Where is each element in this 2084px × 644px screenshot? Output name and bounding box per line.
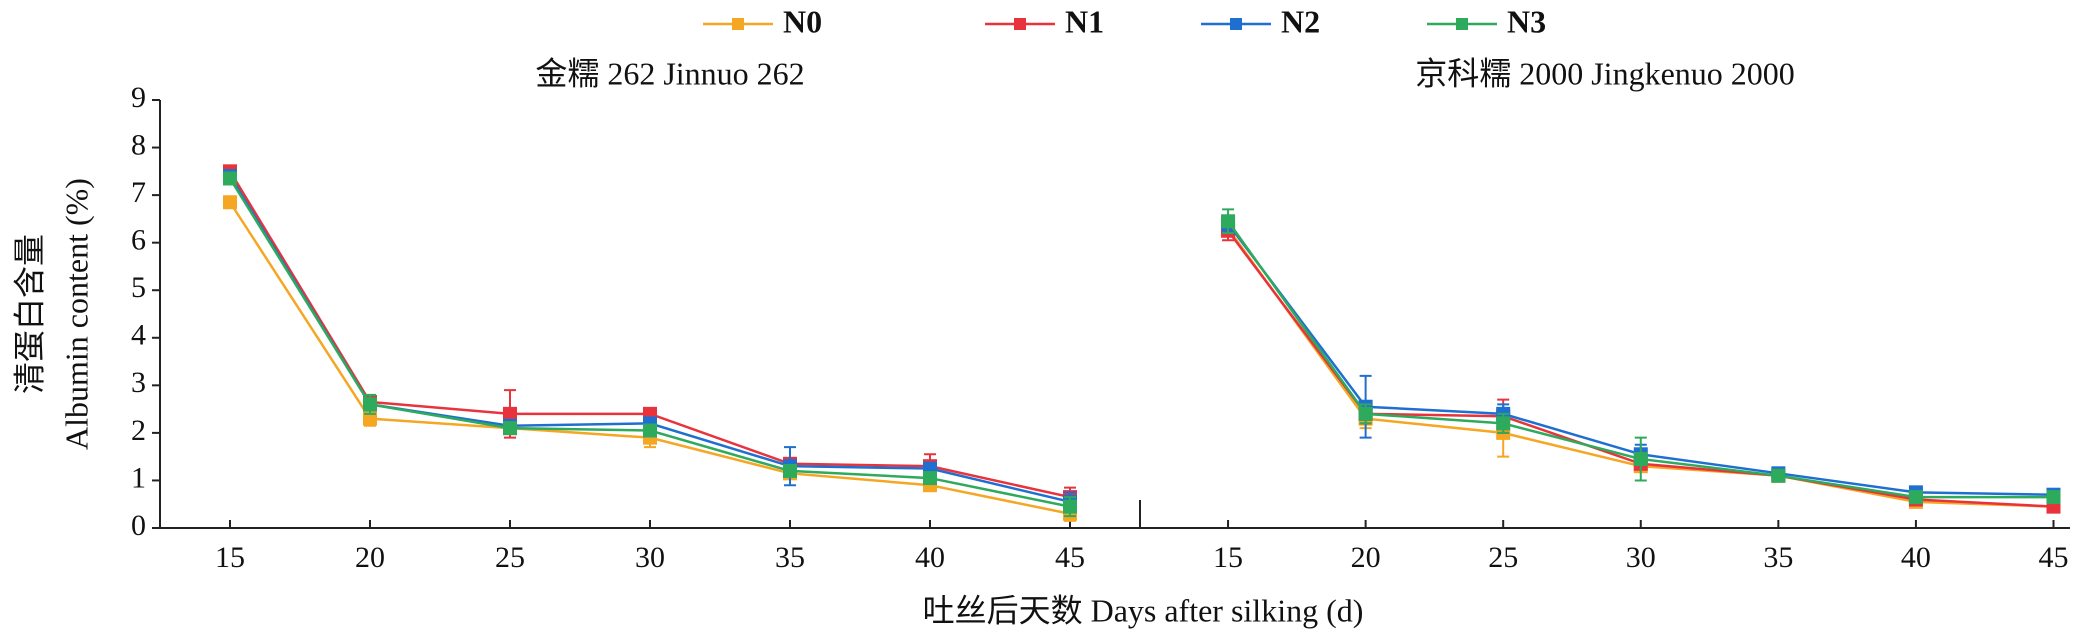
x-tick-label: 40 <box>915 541 945 574</box>
data-point <box>1358 406 1373 421</box>
y-tick-label: 1 <box>131 461 146 494</box>
y-tick-label: 6 <box>131 224 146 257</box>
x-tick-label: 30 <box>635 541 665 574</box>
x-tick-label: 45 <box>2038 541 2068 574</box>
data-point <box>1221 214 1236 229</box>
x-tick-label: 30 <box>1626 541 1656 574</box>
y-tick-label: 4 <box>131 319 146 352</box>
y-tick-label: 3 <box>131 366 146 399</box>
x-tick-label: 35 <box>775 541 805 574</box>
data-point <box>1633 452 1648 467</box>
data-point <box>363 397 377 412</box>
x-tick-label: 45 <box>1055 541 1085 574</box>
panel-title: 京科糯 2000 Jingkenuo 2000 <box>1415 55 1795 91</box>
y-tick-label: 5 <box>131 271 146 304</box>
x-tick-label: 25 <box>495 541 525 574</box>
legend-marker <box>732 18 744 30</box>
x-tick-label: 15 <box>215 541 245 574</box>
legend-label: N3 <box>1507 3 1546 39</box>
data-point <box>1496 416 1511 431</box>
data-point <box>2046 490 2061 505</box>
x-axis-label: 吐丝后天数 Days after silking (d) <box>923 592 1364 628</box>
data-line <box>228 177 1071 508</box>
data-point <box>923 471 937 486</box>
data-point <box>223 171 237 186</box>
x-tick-label: 25 <box>1488 541 1518 574</box>
x-tick-label: 15 <box>1213 541 1243 574</box>
y-tick-label: 0 <box>131 509 146 542</box>
data-point <box>1908 490 1923 505</box>
data-point <box>1063 499 1077 514</box>
legend-label: N0 <box>783 3 822 39</box>
data-line <box>228 201 1071 515</box>
legend-label: N2 <box>1281 3 1320 39</box>
data-line <box>228 175 1071 504</box>
y-tick-label: 7 <box>131 176 146 209</box>
data-point <box>503 406 517 421</box>
legend-marker <box>1014 18 1026 30</box>
data-point <box>223 195 237 210</box>
legend-label: N1 <box>1065 3 1104 39</box>
x-tick-label: 20 <box>355 541 385 574</box>
y-tick-label: 9 <box>131 81 146 114</box>
x-tick-label: 20 <box>1351 541 1381 574</box>
y-tick-label: 8 <box>131 128 146 161</box>
y-axis-label: 清蛋白含量 <box>11 234 47 394</box>
data-point <box>363 411 377 426</box>
data-point <box>1771 468 1786 483</box>
data-point <box>643 423 657 438</box>
x-tick-label: 35 <box>1763 541 1793 574</box>
legend-marker <box>1456 18 1468 30</box>
panel-title: 金糯 262 Jinnuo 262 <box>535 55 804 91</box>
y-tick-label: 2 <box>131 414 146 447</box>
legend-marker <box>1230 18 1242 30</box>
data-line <box>228 170 1071 499</box>
data-point <box>503 421 517 436</box>
data-point <box>783 463 797 478</box>
x-tick-label: 40 <box>1901 541 1931 574</box>
y-axis-label: Albumin content (%) <box>58 178 94 450</box>
